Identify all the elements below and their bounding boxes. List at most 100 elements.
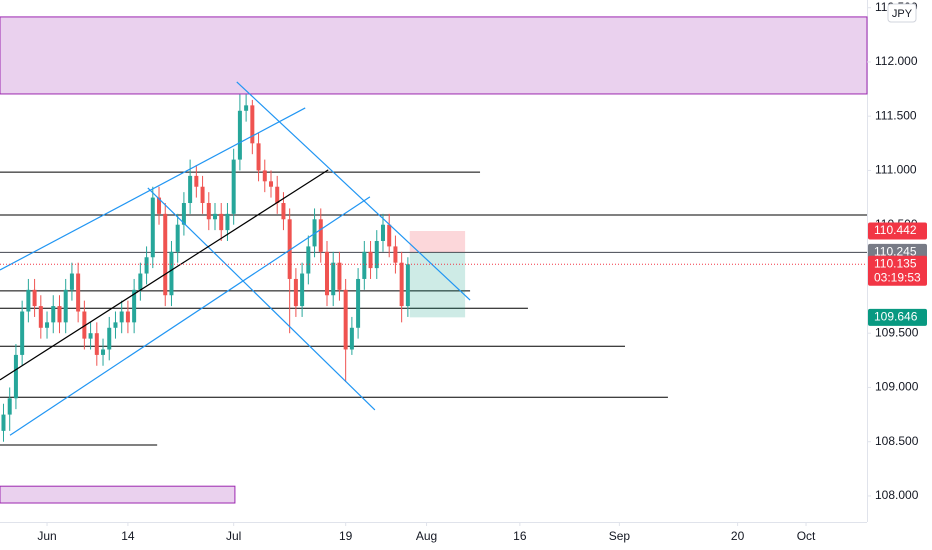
candle-body (94, 333, 99, 355)
candle-body (206, 203, 211, 220)
candle-body (225, 213, 230, 231)
x-tick-label: Aug (416, 529, 437, 543)
price-label: 110.442 (874, 223, 917, 237)
candle-body (250, 105, 255, 144)
candle-body (144, 257, 149, 274)
candle-body (157, 197, 162, 214)
candle-body (343, 289, 348, 350)
candle-body (69, 273, 74, 290)
candle-body (32, 289, 37, 307)
y-tick-label: 108.000 (875, 488, 919, 502)
y-tick-label: 109.500 (875, 325, 919, 339)
candle-body (287, 219, 292, 279)
candle-body (405, 264, 410, 307)
candle-body (237, 110, 242, 160)
candle-body (150, 197, 155, 258)
candle-body (82, 311, 87, 339)
candle-body (188, 175, 193, 204)
candle-body (7, 398, 12, 415)
candle-body (393, 246, 398, 263)
candle-body (38, 306, 43, 328)
candle-body (244, 105, 249, 111)
x-tick-label: 14 (121, 529, 135, 543)
candle-body (63, 289, 68, 323)
candle-body (268, 181, 273, 187)
candle-body (300, 273, 305, 307)
x-tick-label: 16 (513, 529, 527, 543)
x-tick-label: Oct (797, 529, 816, 543)
zone (0, 485, 236, 504)
currency: JPY (892, 8, 913, 20)
candle-body (324, 251, 329, 296)
candle-body (281, 203, 286, 220)
y-tick-label: 109.000 (875, 380, 919, 394)
candle-body (76, 273, 81, 312)
y-tick-label: 112.000 (875, 54, 918, 68)
position-stop (409, 230, 466, 253)
trend-line (0, 107, 306, 271)
trend-line (236, 81, 471, 301)
x-tick-label: 19 (339, 529, 353, 543)
currency-badge[interactable] (887, 3, 917, 23)
price-label-box (868, 222, 927, 240)
candle-body (13, 354, 18, 399)
x-tick-label: Jul (226, 529, 241, 543)
countdown: 03:19:53 (874, 270, 921, 284)
x-tick-label: Sep (609, 529, 631, 543)
candle-body (88, 333, 93, 339)
candle-body (219, 213, 224, 231)
candle-body (337, 262, 342, 290)
trend-line (147, 187, 376, 411)
candle-body (181, 203, 186, 225)
candle-body (119, 311, 124, 323)
candle-body (293, 278, 298, 307)
candle-body (175, 224, 180, 252)
candle-body (125, 311, 130, 323)
zone (0, 16, 868, 95)
candle-body (256, 143, 261, 171)
price-label: 110.245 (874, 245, 917, 259)
candle-body (275, 186, 280, 204)
candle-body (20, 311, 25, 355)
y-tick-label: 111.000 (875, 163, 917, 177)
candle-body (51, 306, 56, 323)
y-tick-label: 108.500 (875, 434, 919, 448)
candle-body (200, 186, 205, 204)
candle-body (1, 414, 6, 431)
candle-body (356, 278, 361, 328)
candle-body (349, 327, 354, 350)
trend-line (0, 169, 329, 381)
candle-body (169, 251, 174, 296)
candle-body (306, 246, 311, 274)
candle-body (331, 262, 336, 296)
candle-body (387, 224, 392, 247)
candle-body (374, 240, 379, 269)
candle-body (380, 224, 385, 241)
candle-body (368, 251, 373, 269)
candle-body (57, 306, 62, 323)
candle-body (45, 322, 50, 328)
candle-body (213, 213, 218, 220)
candle-body (26, 289, 31, 312)
candle-body (318, 219, 323, 252)
x-tick-label: Jun (37, 529, 56, 543)
price-label: 110.135 (874, 256, 917, 270)
candle-body (132, 289, 137, 323)
trend-line (9, 196, 371, 436)
price-label-box (868, 255, 927, 286)
price-label-box (868, 308, 927, 326)
candle-body (399, 262, 404, 307)
candle-body (138, 273, 143, 290)
x-tick-label: 20 (731, 529, 745, 543)
candle-body (101, 349, 106, 355)
candle-body (113, 322, 118, 328)
candle-body (312, 219, 317, 247)
candle-body (163, 213, 168, 296)
position-target (409, 252, 466, 318)
candle-body (194, 175, 199, 187)
y-tick-label: 111.500 (875, 108, 917, 122)
candle-body (231, 159, 236, 214)
candle-body (262, 170, 267, 182)
candle-body (362, 251, 367, 279)
